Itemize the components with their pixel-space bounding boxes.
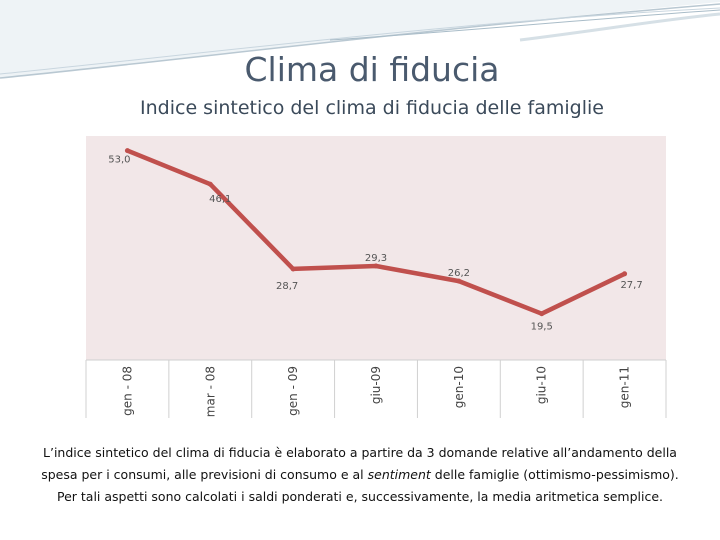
data-label: 19,5 xyxy=(531,322,553,333)
data-point xyxy=(207,181,213,187)
data-label: 26,2 xyxy=(448,268,470,279)
data-point xyxy=(373,263,379,269)
x-tick-label: mar - 08 xyxy=(203,366,217,417)
data-point xyxy=(622,271,628,277)
x-tick-label: giu-09 xyxy=(369,366,383,404)
x-tick-label: giu-10 xyxy=(535,366,549,404)
x-tick-label: gen-10 xyxy=(452,366,466,408)
chart-caption: L’indice sintetico del clima di fiducia … xyxy=(40,442,680,508)
slide-title: Clima di fiducia xyxy=(244,50,500,89)
x-tick-label: gen - 09 xyxy=(286,366,300,416)
caption-text-part2: delle famiglie (ottimismo-pessimismo). P… xyxy=(57,467,679,504)
data-label: 28,7 xyxy=(276,281,298,292)
header-decoration xyxy=(0,0,720,79)
data-label: 53,0 xyxy=(108,155,130,166)
data-point xyxy=(539,311,545,317)
data-label: 29,3 xyxy=(365,253,387,264)
slide-subtitle: Indice sintetico del clima di fiducia de… xyxy=(140,97,604,119)
caption-sentiment: sentiment xyxy=(367,467,431,482)
data-point xyxy=(456,278,462,284)
x-tick-label: gen - 08 xyxy=(120,366,134,416)
x-tick-label: gen-11 xyxy=(618,366,632,408)
caption-text-part1: L’indice sintetico del clima di fiducia … xyxy=(41,445,677,482)
data-point xyxy=(290,266,296,272)
data-label: 46,1 xyxy=(209,194,231,205)
data-point xyxy=(124,148,130,154)
data-label: 27,7 xyxy=(620,280,642,291)
